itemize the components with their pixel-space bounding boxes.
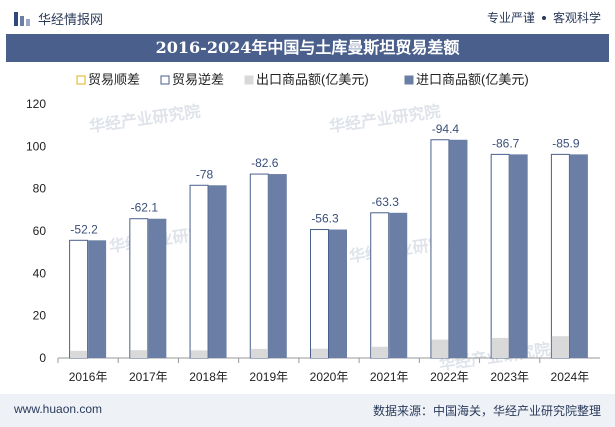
legend-label: 出口商品额(亿美元)	[256, 72, 369, 87]
import-bar	[389, 212, 408, 358]
bars	[69, 139, 588, 359]
data-label: -94.4	[432, 122, 460, 136]
import-bar	[148, 218, 167, 358]
x-tick-label: 2020年	[310, 370, 349, 384]
data-label: -63.3	[372, 195, 400, 209]
import-bar	[449, 139, 468, 358]
import-bar	[268, 174, 287, 358]
brand: 华经情报网	[14, 9, 103, 28]
legend-swatch	[244, 75, 254, 85]
import-bar	[329, 229, 347, 358]
export-bar	[431, 339, 449, 358]
x-tick-label: 2016年	[69, 370, 108, 384]
y-tick-label: 120	[26, 97, 46, 111]
export-bar	[130, 350, 148, 358]
data-label: -52.2	[70, 222, 98, 236]
export-bar	[371, 346, 389, 358]
x-tick-label: 2024年	[551, 370, 590, 384]
x-tick-label: 2017年	[129, 370, 168, 384]
legend-label: 贸易顺差	[88, 72, 140, 87]
export-bar	[250, 348, 268, 358]
legend-swatch	[404, 75, 414, 85]
data-label: -86.7	[492, 136, 520, 150]
export-bar	[190, 350, 208, 358]
tagline: 专业严谨 客观科学	[487, 9, 601, 26]
footer-source: 数据来源：中国海关，华经产业研究院整理	[372, 404, 601, 418]
data-label: -82.6	[251, 156, 279, 170]
y-tick-label: 0	[39, 351, 46, 365]
data-label: -78	[196, 167, 214, 181]
deficit-bar	[430, 139, 450, 359]
data-label: -56.3	[311, 212, 339, 226]
footer: www.huaon.com 数据来源：中国海关，华经产业研究院整理	[0, 394, 615, 427]
legend-label: 进口商品额(亿美元)	[416, 72, 529, 87]
y-tick-label: 60	[33, 224, 47, 238]
deficit-bar	[490, 153, 510, 359]
y-tick-label: 80	[33, 182, 47, 196]
legend-swatch	[76, 75, 86, 85]
separator-dot-icon	[541, 15, 546, 20]
y-tick-label: 40	[33, 266, 47, 280]
x-tick-label: 2022年	[430, 370, 469, 384]
deficit-bar	[370, 212, 390, 359]
y-tick-label: 20	[33, 309, 47, 323]
watermark-text: 华经产业研究院	[328, 102, 442, 136]
export-bar	[70, 350, 88, 358]
x-tick-label: 2019年	[249, 370, 288, 384]
bar-chart: 华经产业研究院华经产业研究院华经产业研究院华经产业研究院华经产业研究院 贸易顺差…	[26, 72, 600, 384]
deficit-bar	[310, 229, 329, 359]
logo-icon	[14, 11, 30, 26]
import-bar	[569, 154, 588, 358]
deficit-bar	[189, 184, 209, 359]
data-label: -62.1	[131, 201, 159, 215]
export-bar	[551, 336, 569, 358]
import-bar	[208, 185, 227, 358]
tagline-2: 客观科学	[552, 11, 601, 25]
tagline-1: 专业严谨	[486, 11, 535, 25]
export-bar	[491, 337, 509, 358]
deficit-bar	[129, 218, 149, 359]
watermark-text: 华经产业研究院	[88, 102, 202, 136]
legend-label: 贸易逆差	[172, 72, 224, 87]
import-bar	[88, 240, 107, 358]
deficit-bar	[249, 173, 269, 359]
brand-name: 华经情报网	[38, 12, 104, 27]
chart-title: 2016-2024年中国与土库曼斯坦贸易差额	[6, 34, 609, 62]
footer-site: www.huaon.com	[14, 402, 103, 416]
legend: 贸易顺差 贸易逆差 出口商品额(亿美元) 进口商品额(亿美元)	[76, 72, 529, 87]
legend-swatch	[160, 75, 170, 85]
x-tick-label: 2023年	[490, 370, 529, 384]
top-bar: 华经情报网 专业严谨 客观科学	[0, 0, 615, 34]
deficit-bar	[69, 239, 89, 359]
x-tick-label: 2018年	[189, 370, 228, 384]
deficit-bar	[550, 153, 570, 359]
data-labels: -52.2 -62.1 -78 -82.6 -56.3 -63.3 -94.4 -86.7 -8…	[70, 122, 579, 237]
y-tick-label: 100	[26, 139, 46, 153]
data-label: -85.9	[552, 136, 580, 150]
x-tick-label: 2021年	[370, 370, 409, 384]
export-bar	[311, 348, 328, 358]
import-bar	[509, 154, 528, 358]
